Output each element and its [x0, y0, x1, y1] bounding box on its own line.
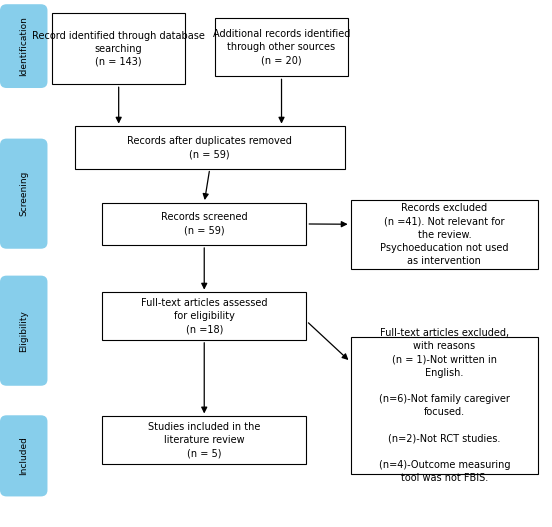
FancyBboxPatch shape	[0, 4, 47, 88]
FancyBboxPatch shape	[0, 415, 47, 496]
Text: Included: Included	[19, 436, 28, 475]
Text: Identification: Identification	[19, 16, 28, 76]
Bar	[102, 203, 306, 245]
Text: Screening: Screening	[19, 171, 28, 217]
Text: Eligibility: Eligibility	[19, 310, 28, 352]
Text: Studies included in the
literature review
(n = 5): Studies included in the literature revie…	[148, 422, 261, 458]
FancyBboxPatch shape	[0, 276, 47, 386]
Bar	[102, 416, 306, 464]
Bar	[75, 126, 345, 169]
Text: Additional records identified
through other sources
(n = 20): Additional records identified through ot…	[213, 29, 350, 66]
Text: Records after duplicates removed
(n = 59): Records after duplicates removed (n = 59…	[128, 136, 292, 159]
Text: Records excluded
(n =41). Not relevant for
the review.
Psychoeducation not used
: Records excluded (n =41). Not relevant f…	[380, 203, 508, 266]
Text: Records screened
(n = 59): Records screened (n = 59)	[161, 212, 247, 236]
Text: Record identified through database
searching
(n = 143): Record identified through database searc…	[32, 31, 205, 67]
Bar	[52, 13, 185, 84]
Bar	[102, 292, 306, 340]
Text: Full-text articles assessed
for eligibility
(n =18): Full-text articles assessed for eligibil…	[141, 298, 268, 335]
Text: Full-text articles excluded,
with reasons
(n = 1)-Not written in
English.

(n=6): Full-text articles excluded, with reason…	[379, 328, 510, 483]
Bar	[351, 337, 538, 474]
Bar	[215, 18, 348, 76]
Bar	[351, 200, 538, 269]
FancyBboxPatch shape	[0, 139, 47, 249]
